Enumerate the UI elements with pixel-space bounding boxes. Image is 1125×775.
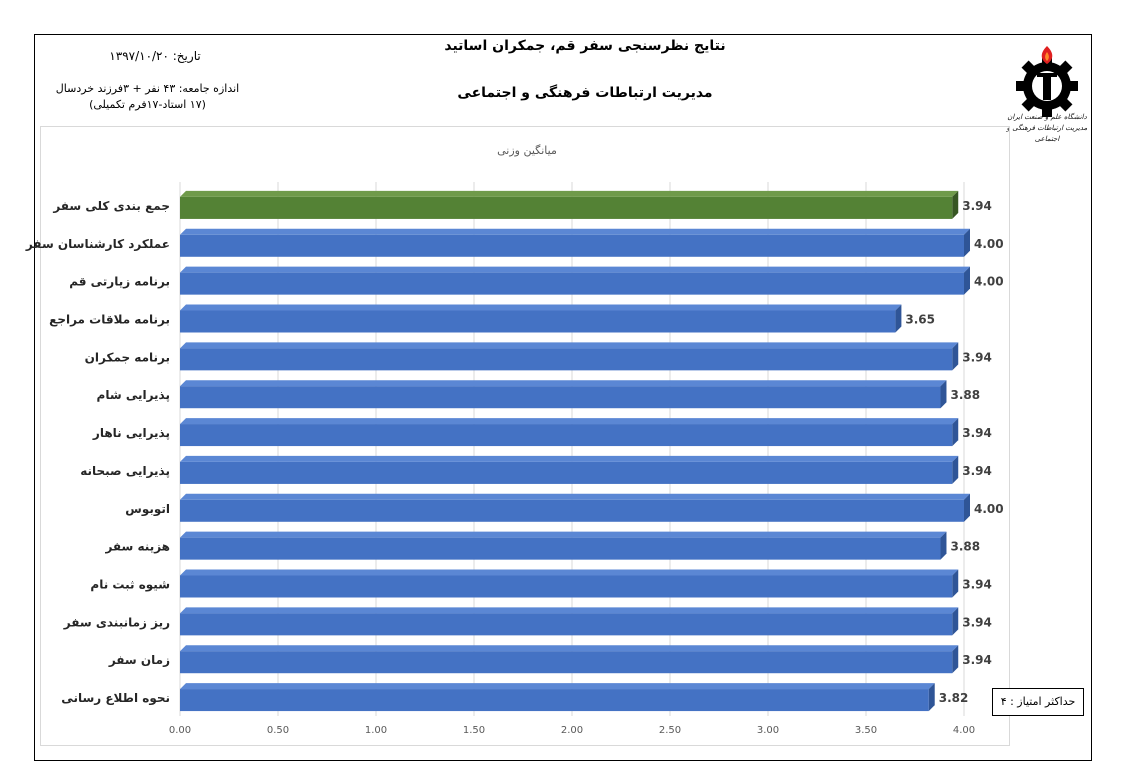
- logo-caption-line2: مدیریت ارتباطات فرهنگی و اجتماعی: [1006, 124, 1088, 143]
- report-frame: [34, 34, 1092, 761]
- data-label: 4.00: [974, 275, 1004, 289]
- data-label: 3.94: [962, 653, 992, 667]
- bar-top-face: [180, 266, 970, 273]
- bar-end-face: [964, 228, 970, 257]
- bar: [180, 386, 941, 409]
- logo-caption-line1: دانشگاه علم و صنعت ایران: [1007, 113, 1087, 121]
- bar-top-face: [180, 342, 959, 349]
- x-tick-label: 2.50: [659, 725, 681, 736]
- sample-size-info: اندازه جامعه: ۴۳ نفر + ۳فرزند خردسال (۱۷…: [40, 81, 255, 113]
- bar-end-face: [952, 607, 959, 636]
- bar-end-face: [928, 683, 935, 712]
- bar: [180, 348, 953, 371]
- x-tick-label: 1.50: [463, 725, 485, 736]
- bar-top-face: [180, 304, 902, 311]
- data-label: 3.82: [939, 691, 969, 705]
- bar-top-face: [180, 418, 959, 425]
- category-label: زمان سفر: [108, 653, 170, 667]
- data-label: 3.94: [962, 350, 992, 364]
- data-label: 4.00: [974, 237, 1004, 251]
- chart-area: [40, 126, 1010, 746]
- bar: [180, 272, 964, 295]
- bar: [180, 613, 953, 636]
- bar: [180, 196, 953, 219]
- bar-end-face: [952, 569, 959, 598]
- bar: [180, 424, 953, 447]
- category-label: برنامه جمکران: [85, 350, 170, 364]
- bar-end-face: [952, 342, 959, 371]
- bar-end-face: [952, 645, 959, 674]
- bar-top-face: [180, 645, 959, 652]
- bar: [180, 234, 964, 257]
- bar-top-face: [180, 607, 959, 614]
- bar-top-face: [180, 531, 947, 538]
- bar-end-face: [952, 190, 959, 219]
- report-date: تاریخ: ۱۳۹۷/۱۰/۲۰: [109, 49, 201, 63]
- bar-top-face: [180, 228, 970, 235]
- bar-top-face: [180, 683, 935, 690]
- category-label: برنامه زیارتی قم: [69, 275, 170, 289]
- bar-end-face: [895, 304, 902, 333]
- data-label: 4.00: [974, 502, 1004, 516]
- bar: [180, 575, 953, 598]
- data-label: 3.94: [962, 615, 992, 629]
- sample-size-line: اندازه جامعه: ۴۳ نفر + ۳فرزند خردسال: [55, 82, 240, 95]
- data-label: 3.94: [962, 464, 992, 478]
- x-tick-label: 0.50: [267, 725, 289, 736]
- data-label: 3.65: [905, 313, 935, 327]
- sample-detail-line: (۱۷ استاد-۱۷فرم تکمیلی): [89, 98, 206, 111]
- category-label: نحوه اطلاع رسانی: [61, 691, 170, 706]
- category-label: برنامه ملاقات مراجع: [49, 313, 170, 327]
- max-score-box: حداکثر امتیاز : ۴: [992, 688, 1084, 716]
- data-label: 3.94: [962, 199, 992, 213]
- bar: [180, 651, 953, 674]
- bar-top-face: [180, 455, 959, 462]
- data-label: 3.88: [950, 388, 980, 402]
- chart-title: میانگین وزنی: [497, 144, 557, 157]
- bar-end-face: [964, 493, 970, 522]
- x-tick-label: 3.50: [855, 725, 877, 736]
- x-tick-label: 3.00: [757, 725, 779, 736]
- x-tick-label: 0.00: [169, 725, 191, 736]
- bar-end-face: [940, 531, 947, 560]
- university-logo-icon: [1016, 46, 1078, 117]
- bar: [180, 461, 953, 484]
- bar: [180, 499, 964, 522]
- category-label: اتوبوس: [125, 502, 170, 517]
- bar: [180, 310, 896, 333]
- data-label: 3.94: [962, 426, 992, 440]
- data-label: 3.88: [950, 540, 980, 554]
- bar-end-face: [940, 380, 947, 409]
- report-title: نتایج نظرسنجی سفر قم، جمکران اساتید: [444, 38, 726, 54]
- bar: [180, 537, 941, 560]
- data-label: 3.94: [962, 578, 992, 592]
- category-label: شیوه ثبت نام: [90, 578, 170, 593]
- category-label: عملکرد کارشناسان سفر: [25, 237, 170, 251]
- category-label: پذیرایی شام: [97, 388, 170, 403]
- bar-top-face: [180, 569, 959, 576]
- x-tick-label: 2.00: [561, 725, 583, 736]
- bar-top-face: [180, 380, 947, 387]
- category-label: هزینه سفر: [104, 540, 170, 554]
- x-tick-label: 4.00: [953, 725, 975, 736]
- category-label: پذیرایی صبحانه: [80, 464, 170, 478]
- bar-top-face: [180, 493, 970, 500]
- bar-end-face: [952, 455, 959, 484]
- bar-end-face: [952, 418, 959, 447]
- logo-caption: دانشگاه علم و صنعت ایران مدیریت ارتباطات…: [1004, 112, 1090, 145]
- category-label: ریز زمانبندی سفر: [63, 615, 170, 629]
- category-label: پذیرایی ناهار: [92, 426, 170, 440]
- bar-top-face: [180, 190, 959, 197]
- category-label: جمع بندی کلی سفر: [52, 199, 170, 213]
- x-tick-label: 1.00: [365, 725, 387, 736]
- bar-end-face: [964, 266, 970, 295]
- report-subtitle: مدیریت ارتباطات فرهنگی و اجتماعی: [457, 85, 713, 101]
- bar: [180, 689, 929, 712]
